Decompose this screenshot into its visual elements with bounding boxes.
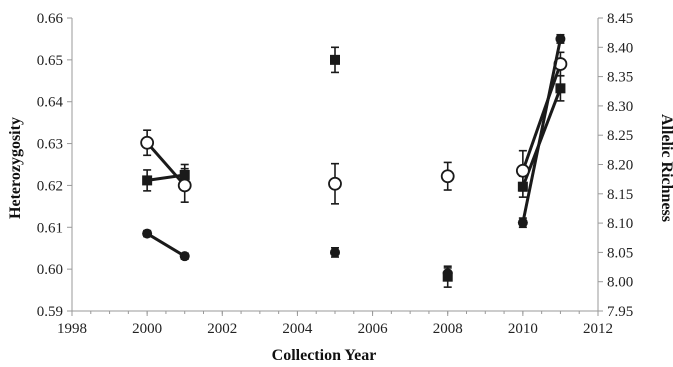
x-tick-label: 2004	[282, 321, 313, 337]
x-tick-label: 2008	[433, 321, 463, 337]
series-line	[521, 63, 562, 172]
series-line	[521, 38, 562, 223]
series-square-filled	[142, 46, 566, 288]
x-tick-label: 2012	[583, 321, 613, 337]
y-right-tick-label: 8.15	[607, 187, 633, 203]
point-circle-filled	[555, 33, 566, 44]
y-axis-right-title: Allelic Richness	[658, 114, 673, 222]
y-right-tick-label: 8.20	[607, 158, 633, 174]
point-circle-filled	[179, 251, 190, 262]
x-tick-label: 2000	[132, 321, 162, 337]
point-circle-filled	[442, 268, 453, 279]
y-right-tick-label: 8.05	[607, 245, 633, 261]
x-axis-title: Collection Year	[272, 347, 377, 364]
series-line	[146, 141, 186, 187]
y-left-tick-label: 0.65	[37, 53, 63, 69]
y-left-tick-label: 0.61	[37, 220, 63, 236]
point-square	[330, 54, 340, 65]
y-left-tick-label: 0.64	[37, 95, 64, 111]
series-line	[146, 173, 185, 182]
point-circle-open	[440, 169, 455, 184]
series-circle-open	[140, 51, 568, 205]
series-circle-filled	[142, 33, 566, 280]
point-circle-open	[140, 135, 155, 150]
series-layer	[140, 33, 568, 288]
point-circle-filled	[330, 247, 340, 258]
y-right-tick-label: 8.10	[607, 216, 633, 232]
x-tick-label: 1998	[57, 321, 87, 337]
y-left-tick-label: 0.66	[37, 11, 64, 27]
y-right-tick-label: 8.00	[607, 275, 633, 291]
point-circle-open	[177, 178, 192, 193]
x-tick-label: 2006	[358, 321, 389, 337]
y-right-tick-label: 8.40	[607, 40, 633, 56]
labels-layer: Collection Year Heterozygosity Allelic R…	[7, 114, 673, 364]
point-circle-open	[328, 176, 342, 191]
point-circle-open	[515, 163, 530, 178]
axes-layer: 1998 2000 2002 2004 2006 2008 2010 2012 0.59 0.60…	[37, 11, 634, 337]
point-square	[555, 83, 566, 94]
x-tick-label: 2002	[207, 321, 237, 337]
y-left-tick-label: 0.60	[37, 262, 63, 278]
point-circle-filled	[142, 228, 153, 239]
y-left-tick-label: 0.63	[37, 137, 63, 153]
y-left-tick-label: 0.59	[37, 304, 63, 320]
series-line	[146, 232, 186, 258]
y-right-tick-label: 8.30	[607, 99, 633, 115]
y-axis-left-title: Heterozygosity	[7, 117, 24, 219]
point-square	[142, 175, 153, 186]
y-right-tick-label: 8.35	[607, 70, 633, 86]
point-circle-filled	[517, 217, 528, 228]
x-tick-label: 2010	[508, 321, 538, 337]
y-right-tick-label: 8.45	[607, 11, 633, 27]
y-right-tick-label: 7.95	[607, 304, 633, 320]
y-right-tick-label: 8.25	[607, 128, 633, 144]
y-left-tick-label: 0.62	[37, 178, 63, 194]
